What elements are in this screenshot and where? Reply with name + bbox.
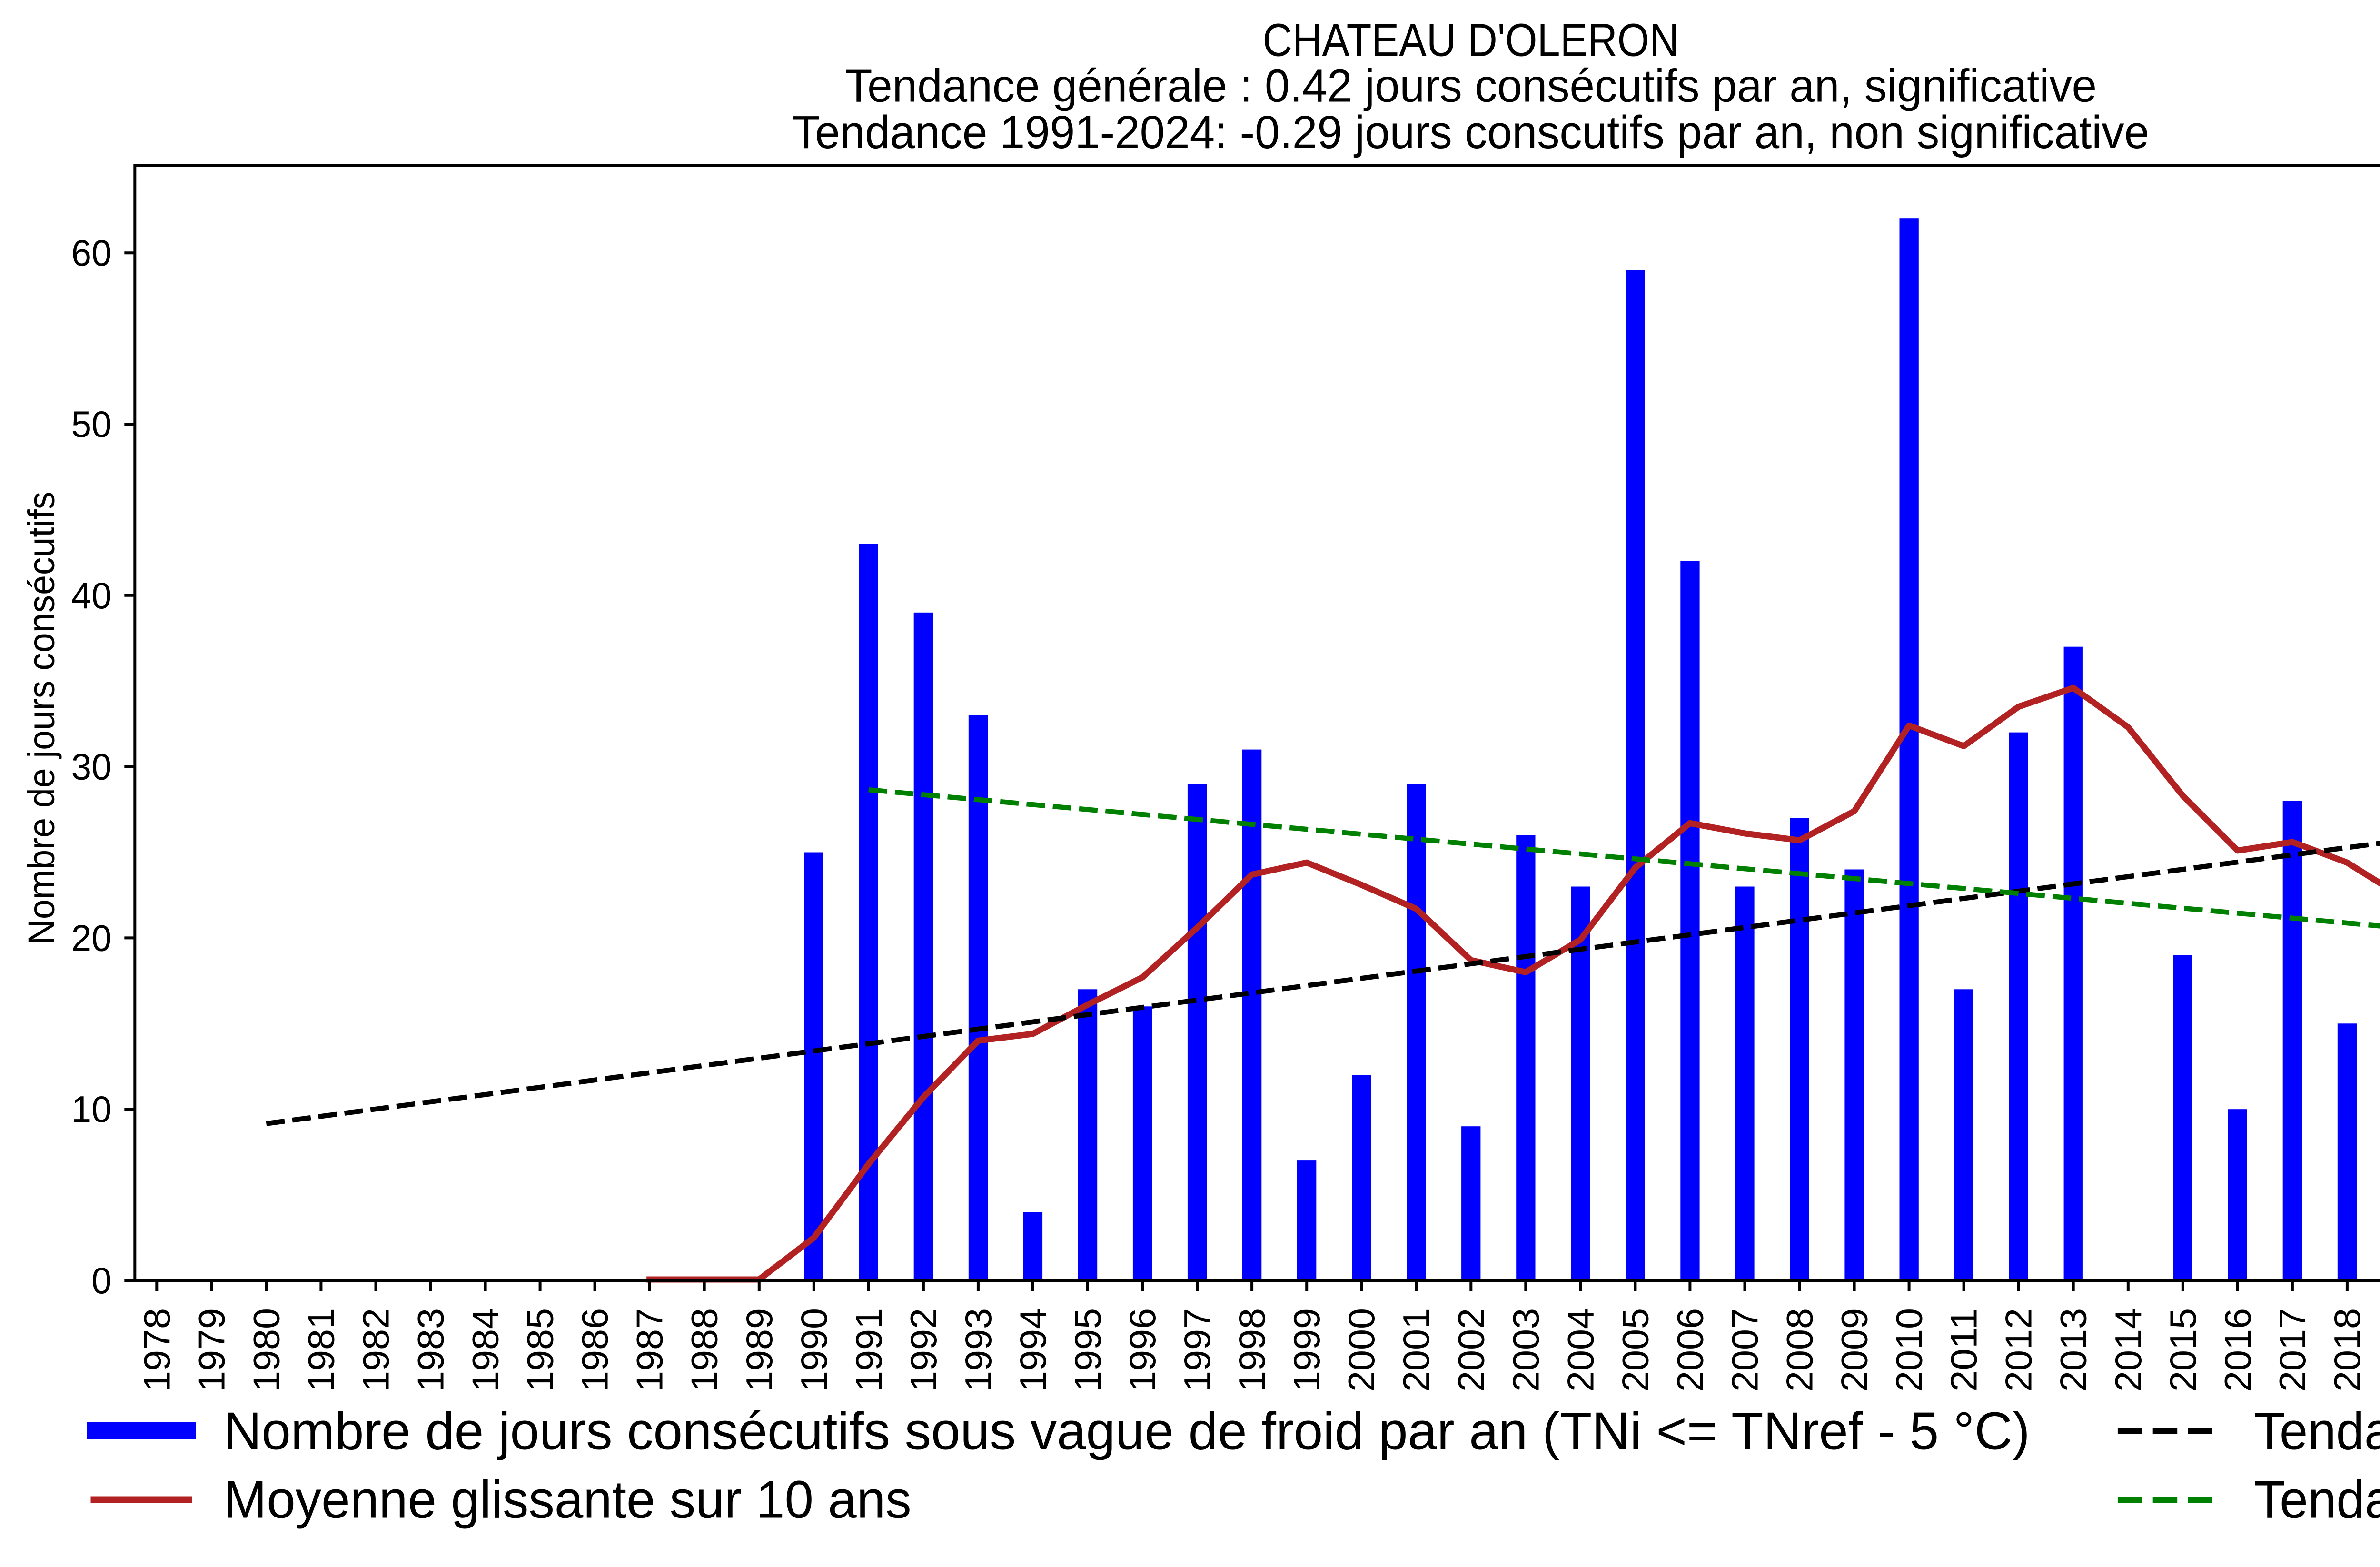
svg-text:1993: 1993	[957, 1308, 999, 1392]
svg-text:1984: 1984	[465, 1308, 506, 1392]
svg-text:Moyenne glissante sur 10 ans: Moyenne glissante sur 10 ans	[224, 1470, 912, 1529]
svg-text:1999: 1999	[1286, 1308, 1328, 1392]
svg-text:1983: 1983	[410, 1308, 452, 1392]
svg-text:1992: 1992	[902, 1308, 944, 1392]
svg-text:CHATEAU D'OLERON: CHATEAU D'OLERON	[1263, 14, 1679, 66]
svg-text:Tendance générale: Tendance générale	[2254, 1401, 2380, 1461]
svg-text:1994: 1994	[1012, 1308, 1054, 1392]
svg-text:50: 50	[71, 403, 112, 445]
svg-text:2010: 2010	[1888, 1308, 1930, 1392]
svg-text:60: 60	[71, 232, 112, 274]
svg-text:2008: 2008	[1779, 1308, 1821, 1392]
svg-text:2018: 2018	[2326, 1308, 2368, 1392]
svg-text:1998: 1998	[1231, 1308, 1273, 1392]
svg-text:1985: 1985	[519, 1308, 561, 1392]
svg-text:1986: 1986	[574, 1308, 616, 1392]
svg-text:1995: 1995	[1067, 1308, 1109, 1392]
svg-text:1991: 1991	[848, 1308, 890, 1392]
svg-text:Tendance 1991-2024: Tendance 1991-2024	[2254, 1470, 2380, 1529]
svg-text:2005: 2005	[1614, 1308, 1656, 1392]
svg-text:2014: 2014	[2107, 1308, 2149, 1392]
svg-text:2013: 2013	[2053, 1308, 2094, 1392]
svg-text:1980: 1980	[245, 1308, 287, 1392]
svg-text:1987: 1987	[629, 1308, 671, 1392]
svg-text:1989: 1989	[738, 1308, 780, 1392]
svg-text:Tendance 1991-2024: -0.29 jour: Tendance 1991-2024: -0.29 jours conscuti…	[793, 106, 2149, 158]
svg-text:20: 20	[71, 917, 112, 959]
svg-text:Nombre de jours consécutifs: Nombre de jours consécutifs	[20, 492, 62, 945]
svg-text:1979: 1979	[190, 1308, 232, 1392]
svg-text:Nombre de jours consécutifs so: Nombre de jours consécutifs sous vague d…	[224, 1401, 2030, 1461]
svg-text:2001: 2001	[1395, 1308, 1437, 1392]
svg-text:1997: 1997	[1176, 1308, 1218, 1392]
svg-text:2004: 2004	[1559, 1308, 1601, 1392]
svg-text:1996: 1996	[1121, 1308, 1163, 1392]
svg-text:1988: 1988	[684, 1308, 725, 1392]
svg-text:2017: 2017	[2271, 1308, 2313, 1392]
svg-text:2003: 2003	[1505, 1308, 1547, 1392]
svg-text:0: 0	[91, 1260, 111, 1301]
svg-text:2000: 2000	[1340, 1308, 1382, 1392]
svg-text:2002: 2002	[1450, 1308, 1492, 1392]
svg-text:1990: 1990	[793, 1308, 835, 1392]
svg-text:1982: 1982	[355, 1308, 397, 1392]
svg-text:1981: 1981	[300, 1308, 342, 1392]
svg-text:2007: 2007	[1724, 1308, 1766, 1392]
svg-text:Tendance générale : 0.42 jours: Tendance générale : 0.42 jours consécuti…	[845, 60, 2097, 112]
svg-text:2006: 2006	[1669, 1308, 1711, 1392]
svg-text:2012: 2012	[1998, 1308, 2040, 1392]
svg-text:2009: 2009	[1834, 1308, 1875, 1392]
svg-text:2016: 2016	[2217, 1308, 2259, 1392]
svg-text:30: 30	[71, 746, 112, 788]
svg-text:10: 10	[71, 1088, 112, 1130]
svg-text:40: 40	[71, 575, 112, 616]
svg-text:2011: 2011	[1943, 1308, 1985, 1392]
svg-text:1978: 1978	[136, 1308, 178, 1392]
svg-text:2015: 2015	[2162, 1308, 2204, 1392]
